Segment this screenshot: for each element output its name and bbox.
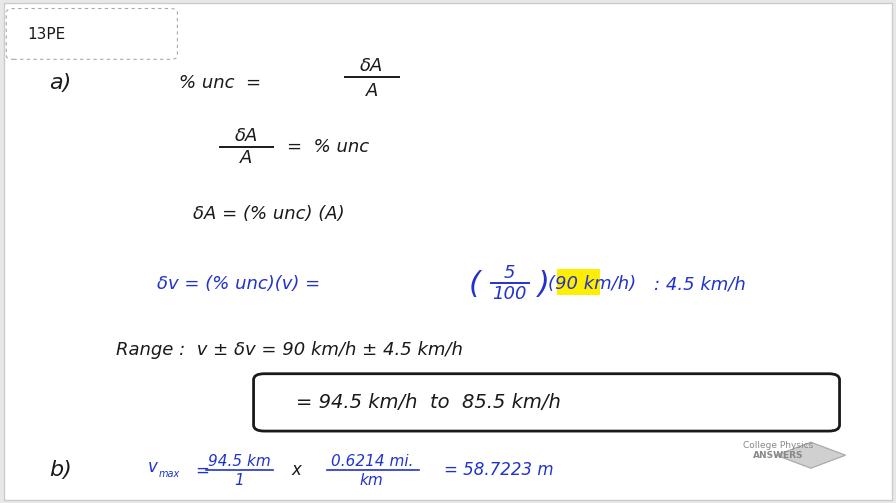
Text: 94.5 km: 94.5 km <box>208 454 271 469</box>
Text: (: ( <box>469 270 481 299</box>
Text: b): b) <box>49 460 72 480</box>
FancyBboxPatch shape <box>254 374 840 431</box>
Text: ): ) <box>538 270 550 299</box>
FancyBboxPatch shape <box>4 3 892 500</box>
Text: =: = <box>195 461 209 479</box>
Text: δA: δA <box>235 127 258 145</box>
Text: = 58.7223 m: = 58.7223 m <box>444 461 553 479</box>
Text: δv = (% unc)(v) =: δv = (% unc)(v) = <box>157 275 326 293</box>
Text: A: A <box>366 81 378 100</box>
Text: (90 km/h): (90 km/h) <box>548 275 636 293</box>
FancyBboxPatch shape <box>6 9 177 59</box>
Text: ANSWERS: ANSWERS <box>753 451 803 460</box>
FancyBboxPatch shape <box>557 269 600 295</box>
Text: a): a) <box>49 73 72 93</box>
Text: x: x <box>291 461 301 479</box>
Text: % unc  =: % unc = <box>179 74 262 92</box>
Text: 5: 5 <box>504 264 514 282</box>
Text: A: A <box>240 149 253 167</box>
Polygon shape <box>777 442 845 468</box>
Text: δA = (% unc) (A): δA = (% unc) (A) <box>193 205 344 223</box>
Text: : 4.5 km/h: : 4.5 km/h <box>654 275 745 293</box>
Text: 13PE: 13PE <box>27 27 65 42</box>
Text: δA: δA <box>360 57 383 75</box>
Text: College Physics: College Physics <box>743 441 813 450</box>
Text: km: km <box>360 473 383 488</box>
Text: v: v <box>148 458 158 476</box>
Text: Range :  v ± δv = 90 km/h ± 4.5 km/h: Range : v ± δv = 90 km/h ± 4.5 km/h <box>116 341 463 359</box>
Text: 100: 100 <box>492 285 526 303</box>
Text: = 94.5 km/h  to  85.5 km/h: = 94.5 km/h to 85.5 km/h <box>296 393 561 412</box>
Text: 1: 1 <box>235 473 244 488</box>
Text: 0.6214 mi.: 0.6214 mi. <box>331 454 413 469</box>
Text: =  % unc: = % unc <box>287 138 369 156</box>
Text: max: max <box>159 469 180 479</box>
